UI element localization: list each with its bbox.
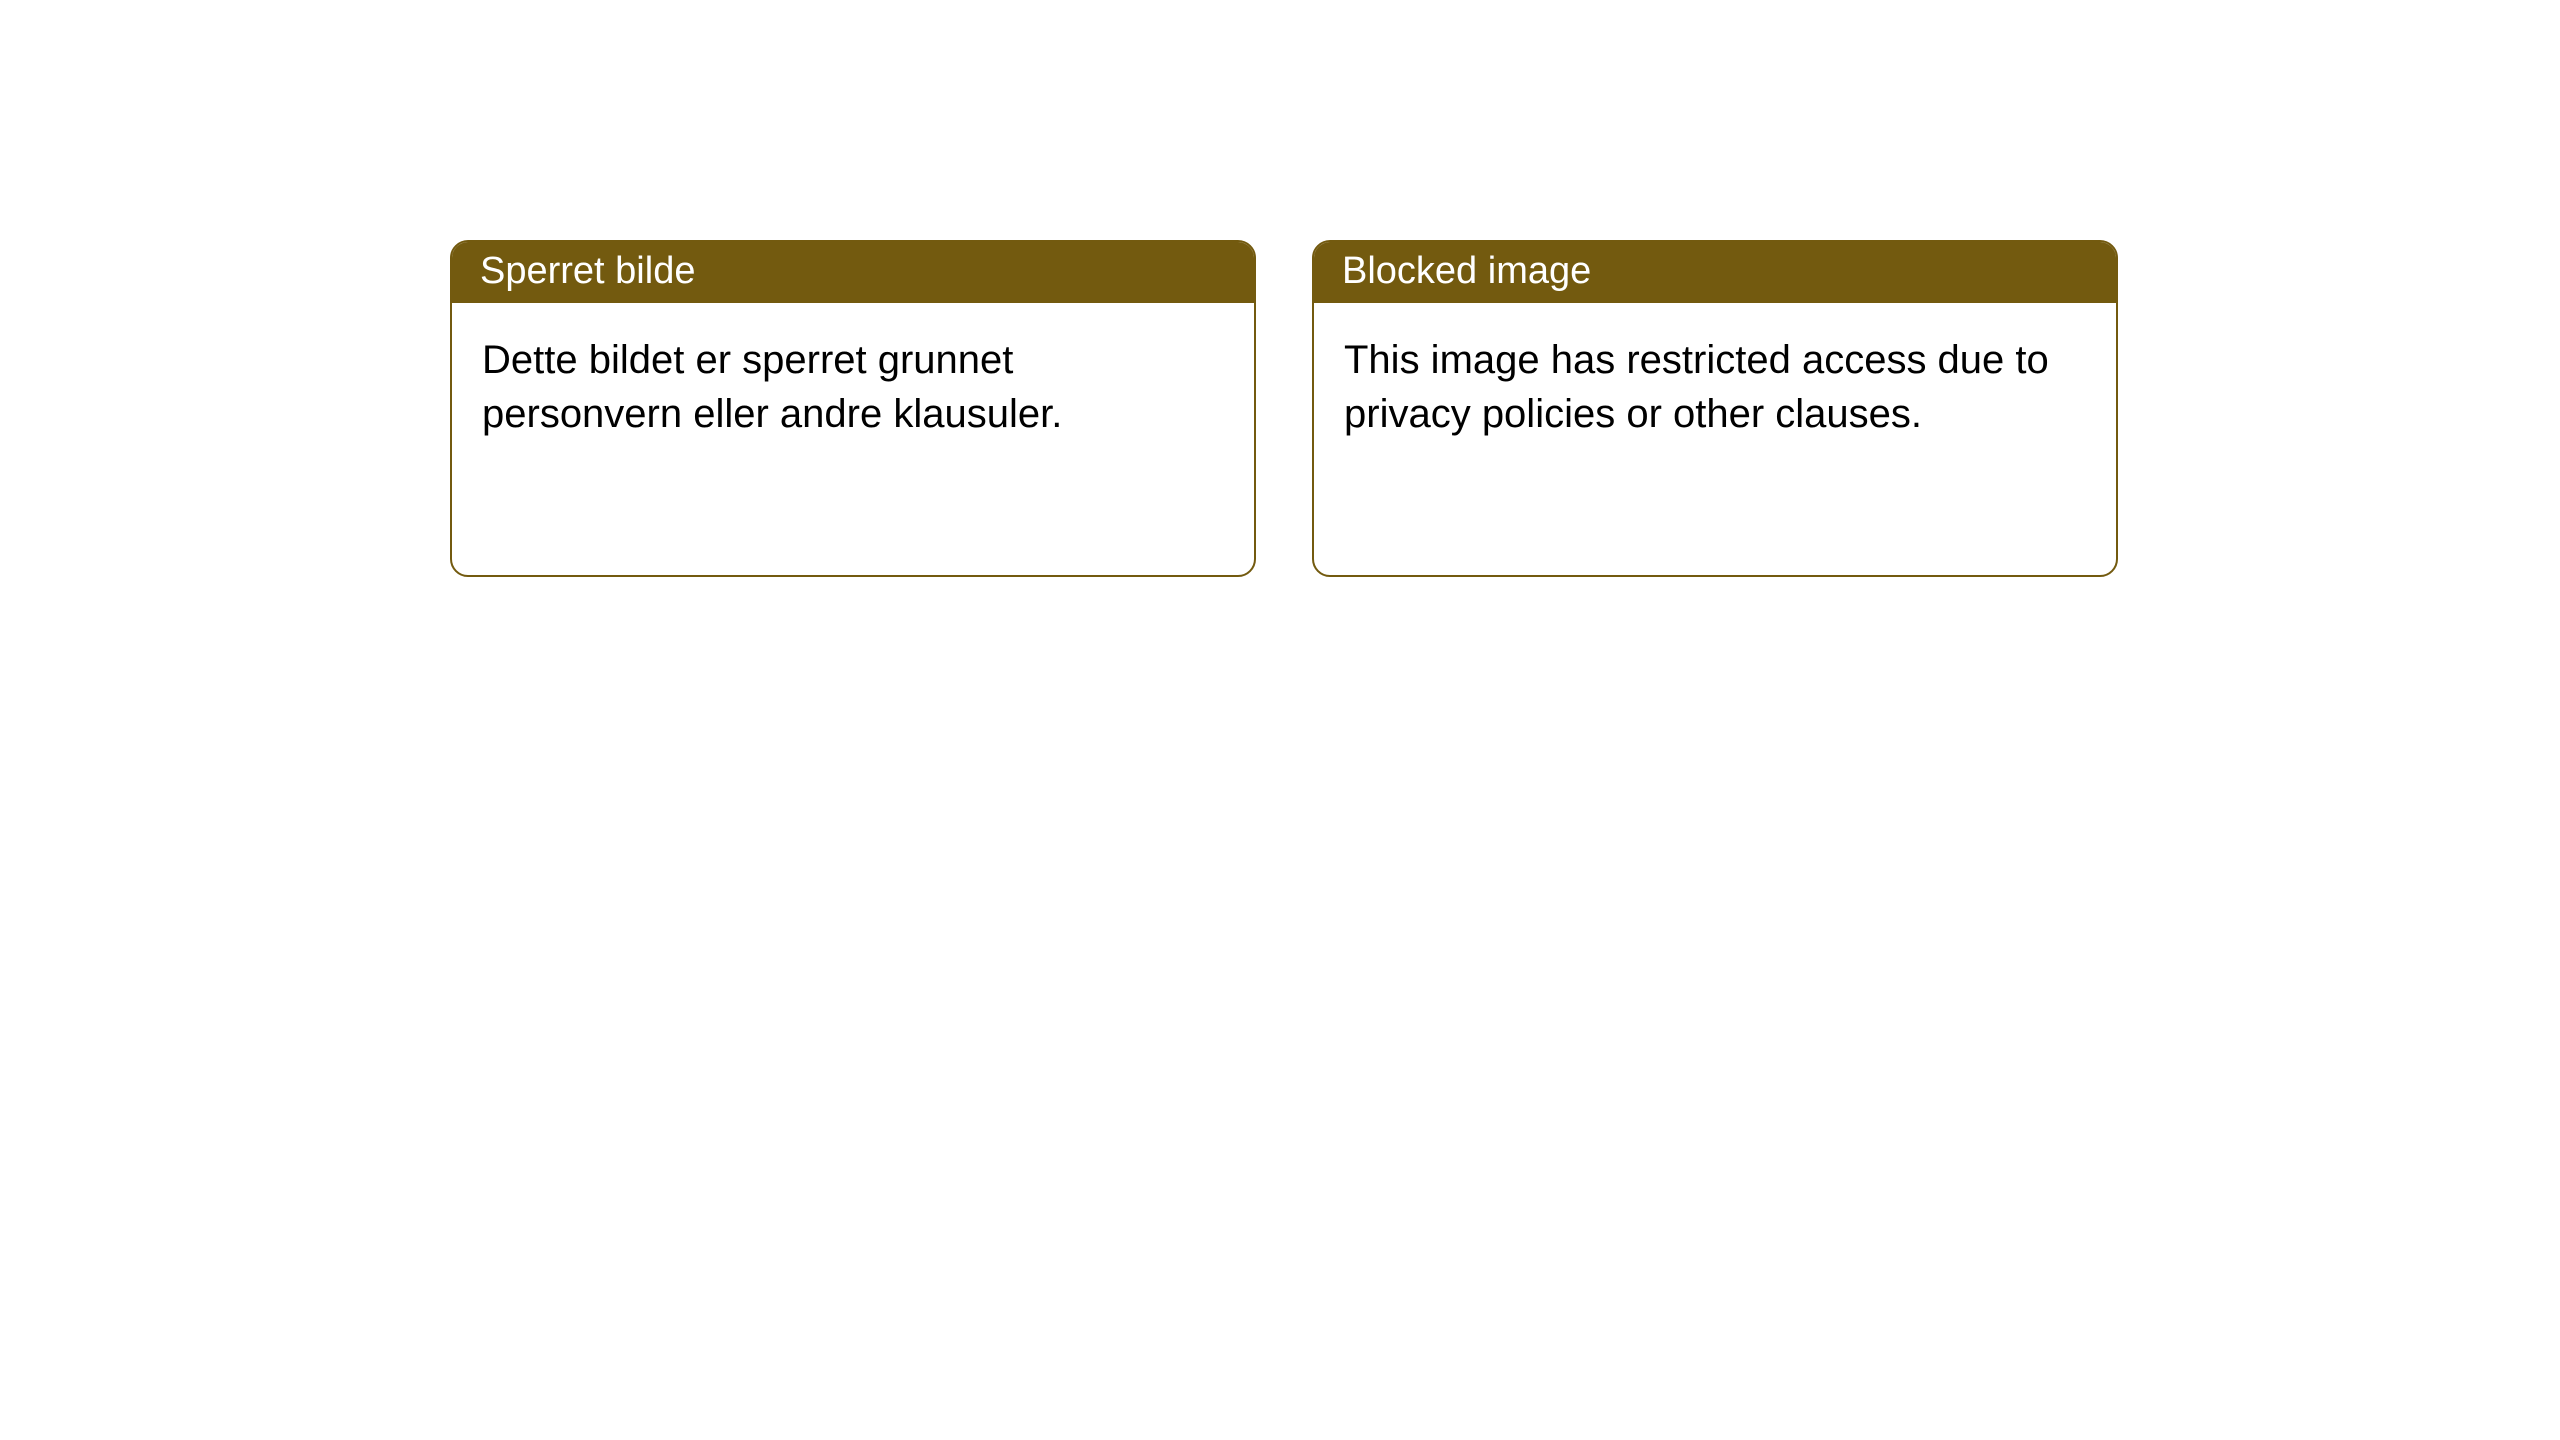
notice-card-norwegian: Sperret bilde Dette bildet er sperret gr… <box>450 240 1256 577</box>
notice-title: Sperret bilde <box>480 250 695 292</box>
notice-body: Dette bildet er sperret grunnet personve… <box>452 303 1254 471</box>
notice-header: Sperret bilde <box>452 242 1254 303</box>
notice-header: Blocked image <box>1314 242 2116 303</box>
notice-body: This image has restricted access due to … <box>1314 303 2116 471</box>
notice-card-english: Blocked image This image has restricted … <box>1312 240 2118 577</box>
notice-body-text: This image has restricted access due to … <box>1344 338 2049 436</box>
notice-body-text: Dette bildet er sperret grunnet personve… <box>482 338 1062 436</box>
notice-title: Blocked image <box>1342 250 1591 292</box>
notice-container: Sperret bilde Dette bildet er sperret gr… <box>0 0 2560 577</box>
